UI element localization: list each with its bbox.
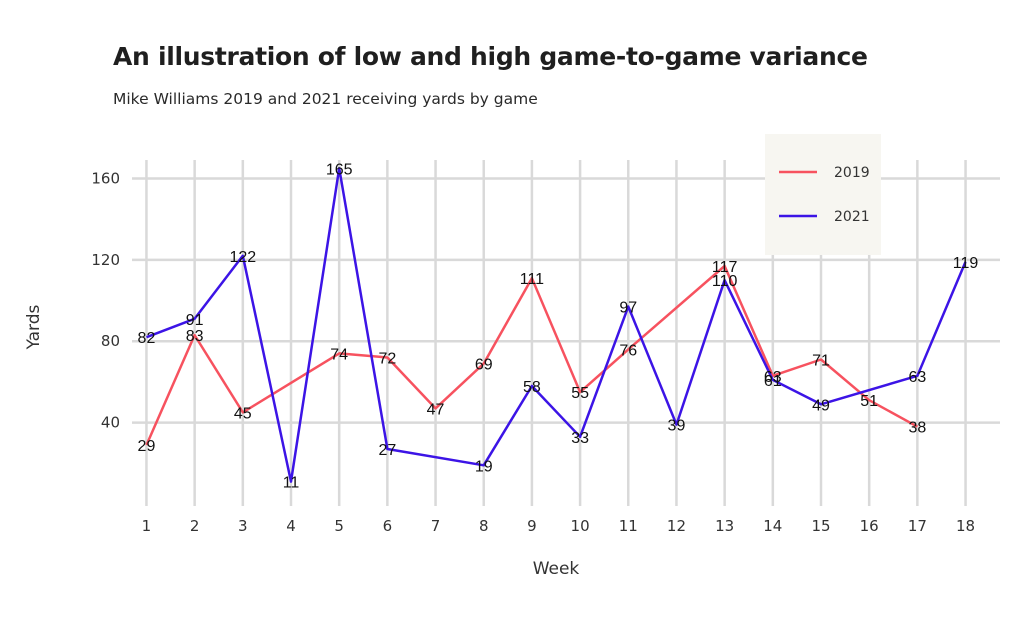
data-label-2019: 38 [908,420,926,437]
x-tick-label: 3 [238,517,248,535]
x-tick-label: 6 [383,517,393,535]
data-label-2021: 11 [283,475,300,492]
data-label-2019: 117 [712,259,738,276]
data-label-2019: 111 [520,271,544,288]
y-axis-title: Yards [24,304,44,350]
x-tick-label: 16 [860,517,879,535]
y-tick-label: 120 [91,251,120,269]
legend-box [765,134,881,255]
data-label-2019: 29 [138,438,156,455]
series-line-2021 [146,167,967,483]
chart-subtitle: Mike Williams 2019 and 2021 receiving ya… [113,90,538,108]
x-axis-title: Week [533,559,580,579]
chart-title: An illustration of low and high game-to-… [113,42,868,71]
data-label-2019: 51 [860,393,878,410]
x-tick-label: 18 [956,517,975,535]
legend-label-2021: 2021 [834,209,870,225]
x-tick-label: 11 [619,517,638,535]
legend-label-2019: 2019 [834,165,870,181]
data-label-2019: 47 [427,401,445,418]
series-line-2019 [145,264,919,446]
data-label-2019: 72 [378,350,396,367]
data-label-2021: 82 [138,330,156,347]
data-label-2021: 49 [812,397,830,414]
y-tick-label: 40 [101,414,120,432]
data-label-2021: 27 [378,442,396,459]
data-label-2019: 63 [764,369,782,386]
data-label-2019: 76 [619,342,637,359]
data-label-2021: 122 [229,249,256,266]
data-label-2021: 58 [523,379,541,396]
y-tick-label: 160 [91,169,120,187]
data-label-2021: 91 [186,312,204,329]
data-label-2021: 61 [764,373,782,390]
data-label-2021: 33 [571,430,589,447]
data-label-2019: 69 [475,357,493,374]
y-tick-label: 80 [101,332,120,350]
x-tick-label: 1 [142,517,152,535]
data-label-2019: 71 [812,353,830,370]
x-tick-label: 14 [763,517,782,535]
x-tick-label: 9 [527,517,537,535]
data-label-2019: 74 [330,346,348,363]
data-label-2019: 45 [234,405,252,422]
x-tick-label: 12 [667,517,686,535]
data-label-2021: 19 [475,458,493,475]
data-label-2021: 97 [619,300,637,317]
data-label-2021: 165 [326,161,353,178]
x-tick-label: 5 [334,517,344,535]
data-label-2021: 110 [712,273,738,290]
x-tick-label: 7 [431,517,441,535]
x-tick-label: 2 [190,517,200,535]
data-label-2021: 119 [953,255,979,272]
data-label-2019: 55 [571,385,589,402]
x-tick-label: 13 [715,517,734,535]
x-tick-label: 4 [286,517,296,535]
data-label-2021: 63 [908,369,926,386]
x-tick-label: 10 [571,517,590,535]
x-tick-label: 17 [908,517,927,535]
x-tick-label: 15 [811,517,830,535]
data-label-2019: 83 [186,328,204,345]
data-label-2021: 39 [668,418,686,435]
x-tick-label: 8 [479,517,489,535]
